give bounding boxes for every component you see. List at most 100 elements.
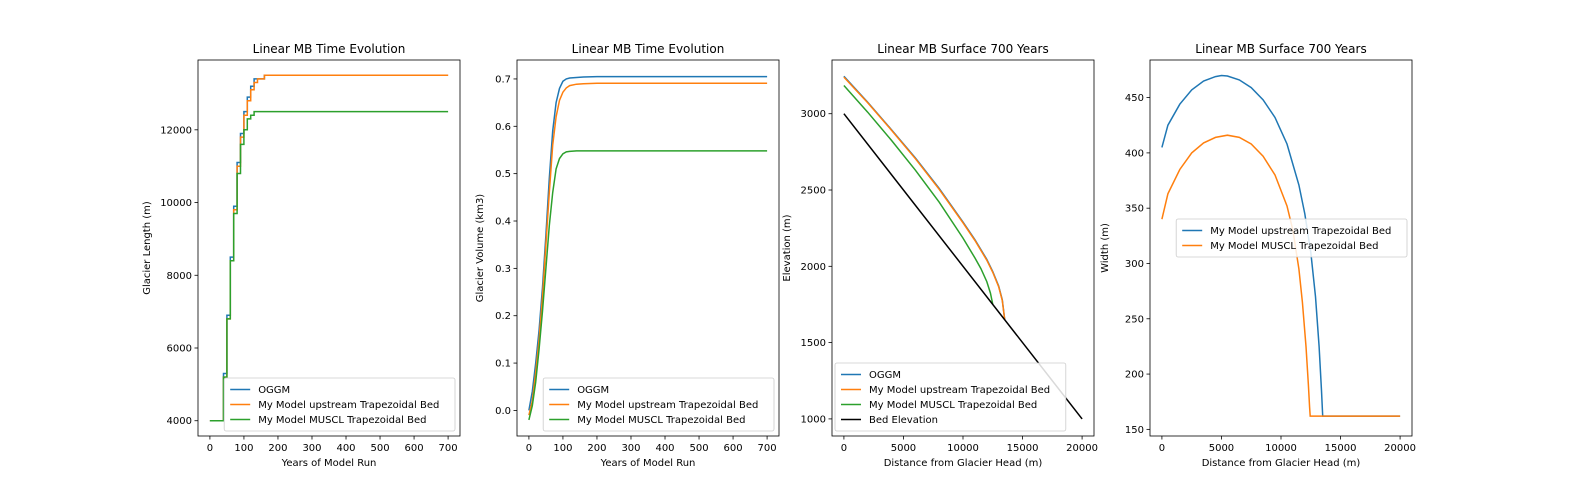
y-tick-label: 150	[1125, 425, 1144, 436]
x-tick-label: 100	[553, 443, 572, 454]
y-axis-label: Glacier Length (m)	[142, 201, 153, 295]
x-tick-label: 200	[587, 443, 606, 454]
y-tick-label: 2000	[801, 262, 826, 273]
x-tick-label: 600	[724, 443, 743, 454]
x-tick-label: 600	[405, 443, 424, 454]
x-tick-label: 400	[336, 443, 355, 454]
x-tick-label: 5000	[891, 443, 916, 454]
y-tick-label: 1500	[801, 338, 826, 349]
y-tick-label: 3000	[801, 109, 826, 120]
chart-title: Linear MB Surface 700 Years	[877, 42, 1048, 56]
y-tick-label: 0.6	[495, 122, 511, 133]
legend-label-1: My Model upstream Trapezoidal Bed	[1210, 226, 1391, 237]
legend: OGGM My Model upstream Trapezoidal Bed My …	[223, 377, 456, 432]
chart-title: Linear MB Time Evolution	[572, 42, 725, 56]
y-tick-label: 300	[1125, 259, 1144, 270]
x-tick-label: 300	[621, 443, 640, 454]
series-line-2	[528, 82, 768, 416]
x-axis-label: Years of Model Run	[600, 458, 696, 469]
axes-frame	[516, 59, 780, 437]
subplot-3: Linear MB Surface 700 Years 0 5000 10000 150…	[782, 42, 1098, 469]
x-tick-label: 500	[689, 443, 708, 454]
x-tick-label: 10000	[1265, 443, 1297, 454]
subplot-1: Linear MB Time Evolution 0 100 200 300 400 500…	[142, 42, 461, 469]
legend-label-2: My Model upstream Trapezoidal Bed	[258, 400, 439, 411]
legend-label-3: My Model MUSCL Trapezoidal Bed	[577, 415, 745, 426]
legend-box	[834, 362, 1067, 432]
x-tick-label: 15000	[1325, 443, 1357, 454]
legend: My Model upstream Trapezoidal Bed My Mode…	[1175, 218, 1408, 258]
series-line-3	[843, 85, 994, 305]
y-tick-label: 0.7	[495, 74, 511, 85]
x-tick-label: 0	[207, 443, 213, 454]
x-tick-label: 10000	[947, 443, 979, 454]
x-tick-label: 700	[439, 443, 458, 454]
y-tick-label: 0.3	[495, 264, 511, 275]
legend-label-2: My Model upstream Trapezoidal Bed	[869, 385, 1050, 396]
legend-label-3: My Model MUSCL Trapezoidal Bed	[869, 400, 1037, 411]
y-tick-label: 1000	[801, 414, 826, 425]
x-tick-label: 5000	[1209, 443, 1234, 454]
x-tick-label: 500	[370, 443, 389, 454]
subplot-4: Linear MB Surface 700 Years 0 5000 10000 150…	[1100, 42, 1416, 469]
legend-box	[1175, 218, 1408, 258]
y-tick-label: 0.2	[495, 311, 511, 322]
y-tick-label: 400	[1125, 148, 1144, 159]
y-tick-label: 250	[1125, 314, 1144, 325]
x-tick-label: 200	[268, 443, 287, 454]
legend: OGGM My Model upstream Trapezoidal Bed My …	[834, 362, 1067, 432]
series-line-2	[843, 76, 1006, 320]
y-axis-label: Glacier Volume (km3)	[475, 194, 486, 303]
series-line-3	[528, 150, 768, 421]
chart-title: Linear MB Surface 700 Years	[1195, 42, 1366, 56]
x-axis-label: Years of Model Run	[281, 458, 377, 469]
legend-label-1: OGGM	[577, 385, 609, 396]
x-tick-label: 0	[1159, 443, 1165, 454]
y-tick-label: 0.1	[495, 359, 511, 370]
x-axis-label: Distance from Glacier Head (m)	[1202, 458, 1361, 469]
y-tick-label: 0.4	[495, 217, 511, 228]
y-tick-label: 6000	[167, 344, 192, 355]
legend-label-1: OGGM	[258, 385, 290, 396]
y-tick-label: 450	[1125, 93, 1144, 104]
series-line-1	[528, 75, 768, 411]
series-line-2	[209, 74, 449, 422]
axes-frame	[197, 59, 461, 437]
legend-label-2: My Model upstream Trapezoidal Bed	[577, 400, 758, 411]
y-tick-label: 350	[1125, 204, 1144, 215]
legend-box	[223, 377, 456, 432]
y-axis-label: Elevation (m)	[782, 214, 793, 281]
subplot-2: Linear MB Time Evolution 0 100 200 300 400 500…	[475, 42, 780, 469]
y-tick-label: 200	[1125, 370, 1144, 381]
series-line-2	[1161, 134, 1401, 417]
y-tick-label: 10000	[160, 198, 192, 209]
series-line-3	[209, 110, 449, 422]
x-tick-label: 20000	[1066, 443, 1098, 454]
x-tick-label: 20000	[1384, 443, 1416, 454]
legend: OGGM My Model upstream Trapezoidal Bed My …	[542, 377, 775, 432]
legend-label-3: My Model MUSCL Trapezoidal Bed	[258, 415, 426, 426]
y-tick-label: 4000	[167, 416, 192, 427]
legend-label-2: My Model MUSCL Trapezoidal Bed	[1210, 241, 1378, 252]
x-tick-label: 400	[655, 443, 674, 454]
legend-label-4: Bed Elevation	[869, 415, 938, 426]
x-tick-label: 300	[302, 443, 321, 454]
x-tick-label: 100	[234, 443, 253, 454]
legend-box	[542, 377, 775, 432]
y-tick-label: 0.0	[495, 406, 511, 417]
series-line-1	[209, 74, 449, 422]
x-tick-label: 0	[841, 443, 847, 454]
x-axis-label: Distance from Glacier Head (m)	[884, 458, 1043, 469]
x-tick-label: 15000	[1007, 443, 1039, 454]
y-axis-label: Width (m)	[1100, 223, 1111, 273]
x-tick-label: 700	[758, 443, 777, 454]
x-tick-label: 0	[526, 443, 532, 454]
y-tick-label: 2500	[801, 186, 826, 197]
y-tick-label: 0.5	[495, 169, 511, 180]
chart-title: Linear MB Time Evolution	[253, 42, 406, 56]
y-tick-label: 12000	[160, 125, 192, 136]
y-tick-label: 8000	[167, 271, 192, 282]
legend-label-1: OGGM	[869, 370, 901, 381]
series-line-1	[1161, 74, 1401, 417]
